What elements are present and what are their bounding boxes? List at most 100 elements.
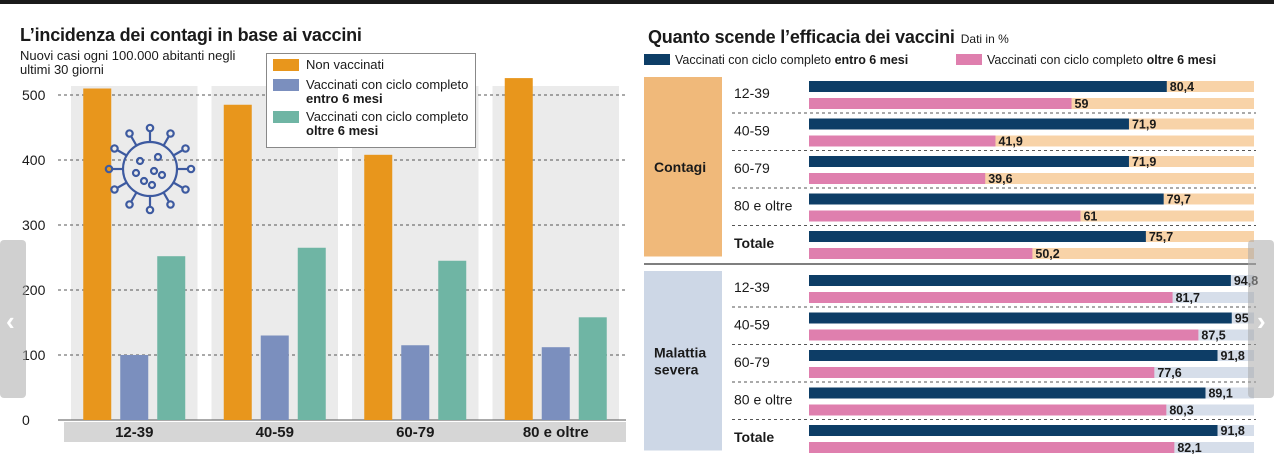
value-label-oltre-malattia-severa-12-39: 81,7: [1176, 291, 1200, 305]
bar-60-79-entro-6-mesi: [401, 345, 430, 420]
bar-entro-contagi-80-e-oltre: [809, 193, 1164, 205]
bar-40-59-entro-6-mesi: [260, 335, 289, 420]
efficacy-chart-note: Dati in %: [960, 32, 1009, 46]
bar-oltre-malattia-severa-totale: [809, 442, 1175, 453]
y-tick-label: 300: [22, 217, 46, 233]
bar-entro-malattia-severa-12-39: [809, 275, 1231, 286]
bar-entro-contagi-12-39: [809, 81, 1167, 92]
bar-oltre-malattia-severa-80-e-oltre: [809, 404, 1167, 416]
efficacy-legend-swatch-oltre: [956, 54, 982, 65]
value-label-entro-malattia-severa-totale: 91,8: [1221, 424, 1245, 438]
row-label-contagi-60-79: 60-79: [734, 160, 770, 176]
value-label-oltre-contagi-60-79: 39,6: [988, 172, 1012, 186]
bar-oltre-contagi-60-79: [809, 173, 986, 184]
category-strip-12-39: [64, 422, 205, 442]
value-label-oltre-malattia-severa-40-59: 87,5: [1201, 329, 1225, 343]
value-label-oltre-malattia-severa-totale: 82,1: [1177, 441, 1201, 455]
value-label-entro-contagi-80-e-oltre: 79,7: [1167, 193, 1191, 207]
bar-oltre-contagi-80-e-oltre: [809, 210, 1081, 222]
efficacy-chart-plot: Contagi 12-39 80,4 59 40-59 71,9 41,9 60-79 71,9…: [644, 77, 1258, 455]
value-label-oltre-contagi-40-59: 41,9: [998, 135, 1022, 149]
efficacy-legend-oltre-bold: oltre 6 mesi: [1146, 53, 1217, 67]
row-label-malattia-severa-12-39: 12-39: [734, 279, 770, 295]
incidence-chart-title: L’incidenza dei contagi in base ai vacci…: [20, 25, 362, 45]
efficacy-legend-entro-text: Vaccinati con ciclo completo: [675, 53, 835, 67]
bar-60-79-non-vaccinati: [364, 154, 393, 421]
efficacy-legend-oltre: Vaccinati con ciclo completo oltre 6 mes…: [956, 53, 1216, 67]
row-label-malattia-severa-60-79: 60-79: [734, 354, 770, 370]
category-strip-40-59: [204, 422, 345, 442]
legend-label-oltre-text: Vaccinati con ciclo completo: [306, 109, 469, 124]
bar-oltre-malattia-severa-40-59: [809, 329, 1199, 341]
legend-label-non-vaccinati: Non vaccinati: [306, 57, 385, 72]
carousel-prev-button[interactable]: ‹: [0, 240, 26, 398]
incidence-chart-legend: Non vaccinati Vaccinati con ciclo comple…: [266, 53, 476, 148]
efficacy-legend-oltre-text: Vaccinati con ciclo completo: [987, 53, 1147, 67]
bar-oltre-contagi-40-59: [809, 135, 996, 147]
y-tick-label: 400: [22, 152, 46, 168]
y-tick-label: 200: [22, 282, 46, 298]
bar-oltre-contagi-12-39: [809, 98, 1072, 109]
value-label-entro-malattia-severa-80-e-oltre: 89,1: [1208, 387, 1232, 401]
incidence-chart-subtitle: Nuovi casi ogni 100.000 abitanti negli u…: [20, 48, 236, 77]
bar-40-59-non-vaccinati: [223, 104, 252, 420]
bar-12-39-non-vaccinati: [83, 88, 112, 420]
value-label-oltre-contagi-80-e-oltre: 61: [1083, 210, 1097, 224]
bar-entro-malattia-severa-totale: [809, 425, 1218, 436]
value-label-oltre-malattia-severa-80-e-oltre: 80,3: [1169, 404, 1193, 418]
row-label-contagi-80-e-oltre: 80 e oltre: [734, 198, 793, 214]
bar-60-79-oltre-6-mesi: [438, 260, 467, 420]
group-block-malattia-severa: [644, 271, 722, 451]
row-label-malattia-severa-40-59: 40-59: [734, 317, 770, 333]
chevron-right-icon: ›: [1257, 306, 1266, 336]
bar-entro-malattia-severa-80-e-oltre: [809, 387, 1206, 399]
legend-label-entro-bold: entro 6 mesi: [306, 91, 383, 106]
row-label-contagi-12-39: 12-39: [734, 85, 770, 101]
bar-oltre-malattia-severa-60-79: [809, 367, 1155, 378]
bar-entro-malattia-severa-60-79: [809, 350, 1218, 361]
legend-label-entro-text: Vaccinati con ciclo completo: [306, 77, 469, 92]
chevron-left-icon: ‹: [6, 306, 15, 336]
bar-80-e-oltre-non-vaccinati: [504, 78, 533, 420]
category-strip-80-e-oltre: [485, 422, 626, 442]
row-label-malattia-severa-totale: Totale: [734, 429, 774, 445]
value-label-oltre-malattia-severa-60-79: 77,6: [1157, 366, 1181, 380]
legend-swatch-oltre-6-mesi: [273, 111, 299, 123]
x-tick-label-60-79: 60-79: [396, 424, 434, 441]
value-label-entro-contagi-40-59: 71,9: [1132, 118, 1156, 132]
group-block-contagi: [644, 77, 722, 257]
legend-swatch-entro-6-mesi: [273, 79, 299, 91]
x-tick-label-40-59: 40-59: [256, 424, 294, 441]
x-tick-label-12-39: 12-39: [115, 424, 153, 441]
value-label-oltre-contagi-totale: 50,2: [1035, 247, 1059, 261]
efficacy-legend-entro-bold: entro 6 mesi: [834, 53, 909, 67]
bar-entro-malattia-severa-40-59: [809, 312, 1232, 324]
group-label-malattia-severa: Malattia: [654, 344, 706, 360]
bar-oltre-contagi-totale: [809, 248, 1033, 259]
carousel-next-button[interactable]: ›: [1248, 240, 1274, 398]
efficacy-legend-swatch-entro: [644, 54, 670, 65]
bar-entro-contagi-60-79: [809, 156, 1129, 167]
value-label-entro-malattia-severa-60-79: 91,8: [1221, 349, 1245, 363]
group-label-malattia-severa: severa: [654, 361, 699, 377]
efficacy-chart-title-row: Quanto scende l’efficacia dei vaccini Dat…: [648, 27, 1009, 48]
bar-40-59-oltre-6-mesi: [297, 247, 326, 420]
value-label-entro-malattia-severa-40-59: 95: [1235, 312, 1249, 326]
bar-80-e-oltre-entro-6-mesi: [541, 347, 570, 420]
row-label-contagi-40-59: 40-59: [734, 123, 770, 139]
row-label-malattia-severa-80-e-oltre: 80 e oltre: [734, 392, 793, 408]
legend-swatch-non-vaccinati: [273, 59, 299, 71]
bar-12-39-oltre-6-mesi: [157, 256, 186, 420]
y-tick-label: 0: [22, 412, 30, 428]
y-tick-label: 500: [22, 87, 46, 103]
group-label-contagi: Contagi: [654, 159, 706, 175]
bar-12-39-entro-6-mesi: [120, 355, 149, 420]
value-label-oltre-contagi-12-39: 59: [1075, 97, 1089, 111]
bar-80-e-oltre-oltre-6-mesi: [578, 317, 607, 420]
efficacy-legend-entro: Vaccinati con ciclo completo entro 6 mes…: [644, 53, 908, 67]
track-oltre-contagi-60-79: [809, 173, 1254, 184]
efficacy-chart-title: Quanto scende l’efficacia dei vaccini: [648, 27, 955, 47]
bar-oltre-malattia-severa-12-39: [809, 292, 1173, 303]
x-tick-label-80-e-oltre: 80 e oltre: [523, 424, 589, 441]
legend-label-oltre-bold: oltre 6 mesi: [306, 123, 379, 138]
